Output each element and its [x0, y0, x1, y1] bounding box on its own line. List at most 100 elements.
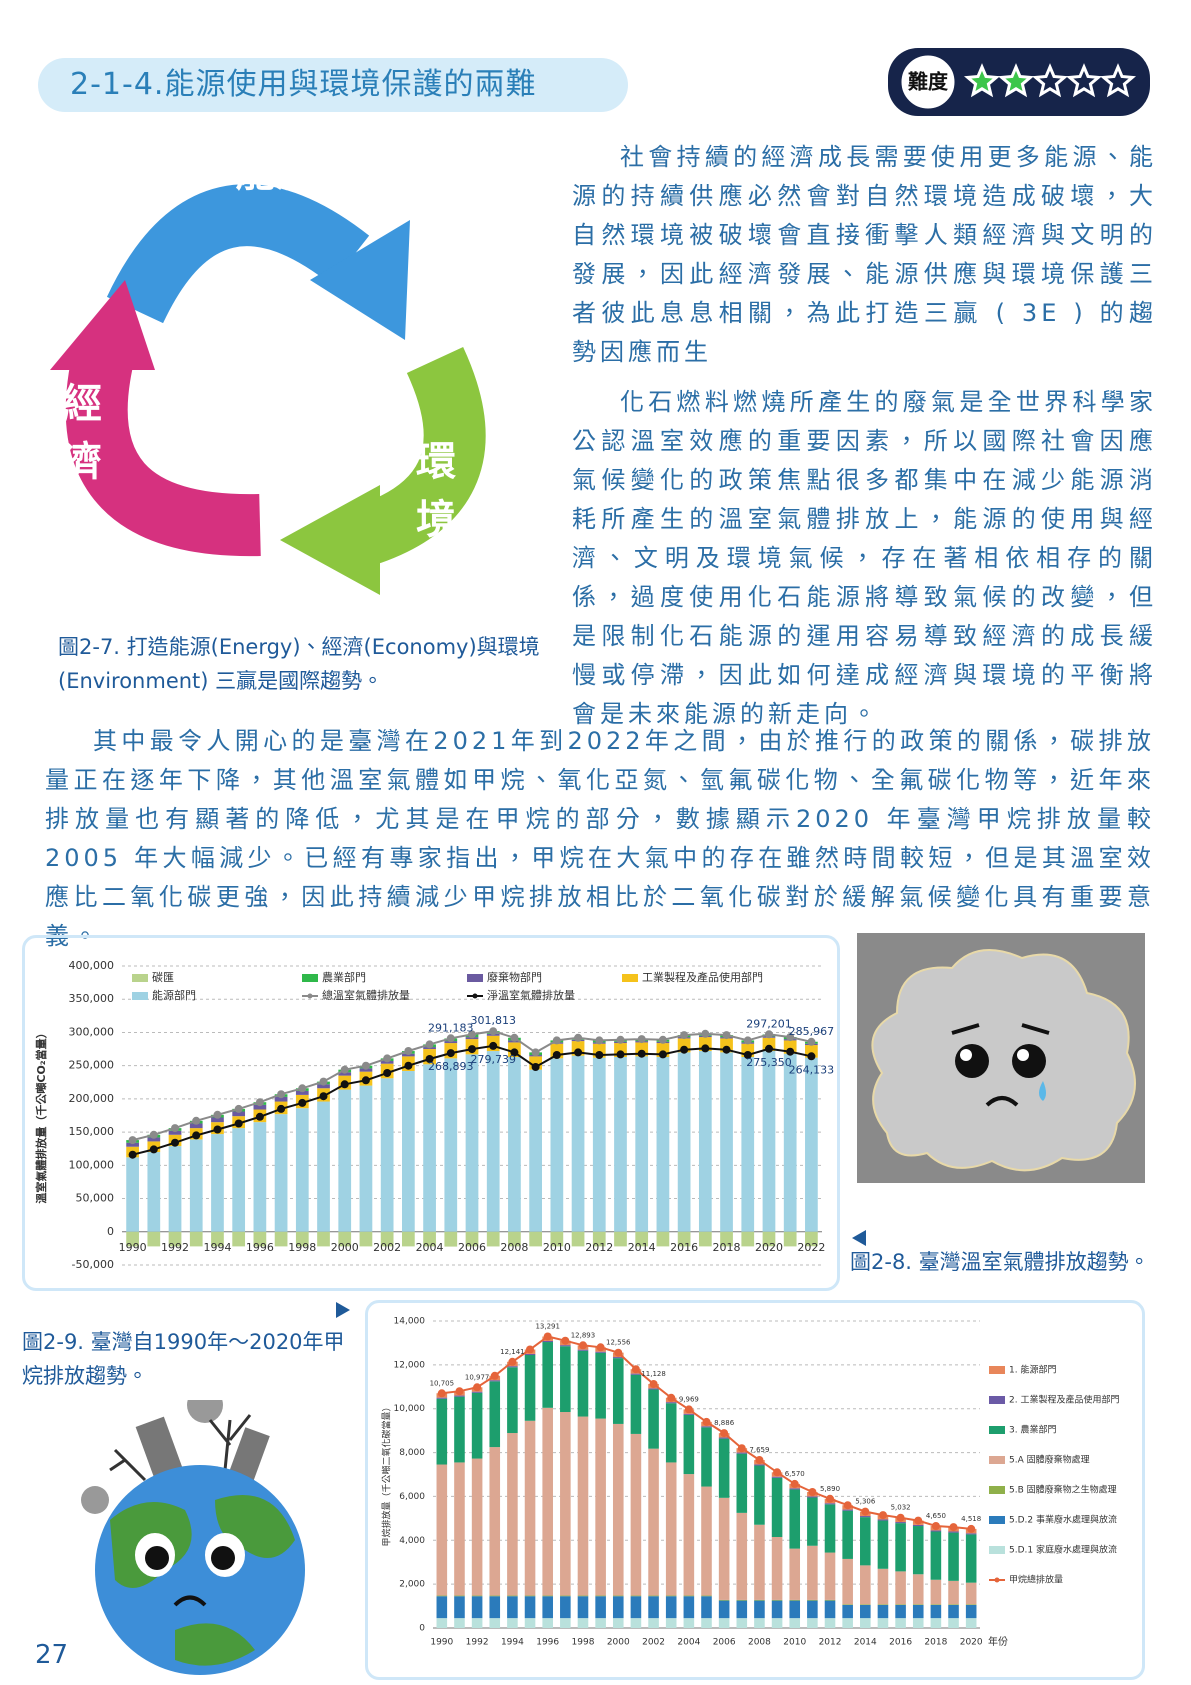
arrow-economy	[65, 342, 261, 557]
bar-segment	[807, 1497, 818, 1546]
bar-segment	[471, 1596, 483, 1619]
bar-segment	[189, 1231, 203, 1247]
bar-segment	[860, 1604, 871, 1619]
bar-segment	[965, 1618, 977, 1628]
bar-segment	[486, 1051, 500, 1232]
bar-segment	[789, 1548, 801, 1600]
bar-segment	[895, 1604, 906, 1605]
bar-segment	[860, 1517, 871, 1566]
cloud-illustration	[857, 933, 1145, 1183]
x-tick-label: 2002	[373, 1241, 401, 1254]
bar-segment	[560, 1345, 571, 1347]
cycle-diagram: 能源 環境 經濟	[50, 150, 486, 595]
bar-segment	[736, 1600, 748, 1619]
bar-segment	[948, 1604, 959, 1619]
value-label: 8,886	[714, 1419, 735, 1427]
smoke	[187, 1400, 223, 1423]
bar-segment	[912, 1604, 924, 1619]
x-tick-label: 2008	[748, 1638, 771, 1648]
chart: 0 2,000 4,000 6,000 8,000 10,000 12,000 14,000 甲…	[381, 1317, 1120, 1649]
x-tick-label: 1990	[119, 1241, 147, 1254]
value-label: 5,890	[820, 1485, 840, 1493]
bar-segment	[189, 1139, 203, 1232]
x-tick-label: 2010	[783, 1638, 806, 1648]
bar-segment	[338, 1231, 352, 1247]
bar-segment	[741, 1057, 755, 1232]
bar-segment	[683, 1596, 695, 1619]
bar-segment	[824, 1600, 836, 1619]
bar-segment	[860, 1516, 871, 1518]
bar-segment	[665, 1618, 677, 1628]
bar-segment	[571, 1055, 585, 1232]
x-tick-label: 2010	[543, 1241, 571, 1254]
x-tick-label: 2006	[458, 1241, 486, 1254]
bar-segment	[665, 1403, 677, 1463]
y-axis-label: 溫室氣體排放量（千公噸CO₂當量）	[34, 1027, 48, 1203]
bar-segment	[577, 1416, 589, 1596]
bar-segment	[762, 1051, 776, 1232]
line	[437, 1332, 976, 1533]
tear	[1039, 1081, 1046, 1101]
bar-segment	[701, 1427, 712, 1487]
bar-segment	[126, 1146, 139, 1158]
bar-segment	[630, 1595, 642, 1597]
legend-label: 5.B 固體廢棄物之生物處理	[1009, 1484, 1117, 1496]
y-tick-label: 4,000	[399, 1536, 425, 1546]
bar-segment	[423, 1231, 436, 1247]
bar-segment	[402, 1231, 415, 1247]
bar-segment	[630, 1433, 642, 1596]
x-tick-label: 2018	[924, 1638, 947, 1648]
value-label: 4,650	[926, 1512, 946, 1520]
arrowhead	[50, 280, 155, 370]
bar-segment	[877, 1568, 889, 1605]
legend-label: 淨溫室氣體排放量	[487, 988, 575, 1002]
bar-segment	[471, 1392, 483, 1459]
bar-segment	[948, 1531, 959, 1533]
bar-segment	[948, 1532, 959, 1581]
bar-segment	[877, 1604, 889, 1619]
bar-segment	[754, 1600, 765, 1619]
bar-segment	[805, 1231, 818, 1247]
bar-segment	[295, 1231, 309, 1247]
badge-circle	[898, 52, 958, 112]
bar-segment	[524, 1618, 536, 1628]
bar-segment	[595, 1595, 606, 1597]
bar-segment	[789, 1489, 801, 1549]
legend-label: 3. 農業部門	[1009, 1424, 1056, 1436]
legend-swatch	[989, 1366, 1005, 1374]
bar-segment	[630, 1618, 642, 1628]
bar-segment	[486, 1035, 500, 1052]
bar-segment	[592, 1057, 606, 1232]
bar-segment	[630, 1374, 642, 1434]
legend-label: 2. 工業製程及產品使用部門	[1009, 1394, 1119, 1406]
arrowhead	[310, 220, 410, 340]
bar-segment	[912, 1524, 924, 1527]
bar-segment	[683, 1413, 695, 1415]
legend-swatch	[989, 1426, 1005, 1434]
x-tick-label: 2014	[628, 1241, 656, 1254]
bar-segment	[930, 1530, 942, 1532]
bar-segment	[211, 1231, 224, 1247]
bar-segment	[807, 1600, 818, 1619]
bar-segment	[930, 1604, 942, 1619]
bar-segment	[317, 1084, 330, 1089]
bar-segment	[486, 1231, 500, 1247]
bar-segment	[577, 1349, 589, 1351]
bar-segment	[489, 1618, 501, 1628]
bar-segment	[842, 1510, 853, 1559]
bar-segment	[842, 1558, 853, 1605]
bar-segment	[471, 1595, 483, 1597]
y-tick-label: 14,000	[394, 1317, 426, 1327]
legend-label: 甲烷總排放量	[1009, 1574, 1063, 1586]
bar-segment	[436, 1464, 448, 1596]
bar-segment	[698, 1231, 712, 1247]
bar-segment	[529, 1055, 542, 1057]
x-tick-label: 2020	[960, 1638, 983, 1648]
bar-segment	[612, 1423, 624, 1596]
star-empty	[1099, 63, 1137, 98]
legend-swatch	[989, 1546, 1005, 1554]
bar-segment	[444, 1231, 458, 1247]
bar-segment	[930, 1579, 942, 1605]
line	[128, 1041, 816, 1159]
